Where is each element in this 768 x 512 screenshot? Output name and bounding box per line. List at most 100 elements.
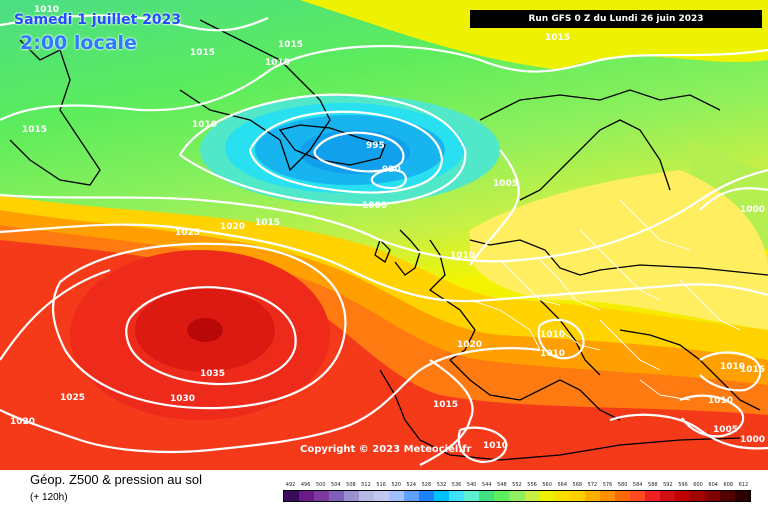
- isobar-label: 1010: [483, 441, 508, 451]
- scale-tick-label: 540: [466, 482, 477, 488]
- scale-tick-label: 612: [738, 482, 749, 488]
- isobars: [0, 14, 768, 466]
- isobar-label: 1030: [170, 394, 195, 404]
- scale-color-swatch: [539, 491, 555, 501]
- scale-color-swatch: [359, 491, 375, 501]
- country-borders: [469, 199, 741, 401]
- scale-color-swatch: [554, 491, 570, 501]
- isobar-label: 1010: [720, 362, 745, 372]
- scale-color-swatch: [374, 491, 390, 501]
- scale-tick-label: 564: [557, 482, 567, 488]
- map-canvas: 1010 1015 1015 1015 1015 1015 1010 995 9…: [0, 0, 768, 470]
- scale-tick-label: 572: [587, 482, 598, 488]
- scale-color-swatch: [719, 491, 735, 501]
- scale-color-swatch: [419, 491, 435, 501]
- scale-tick-label: 548: [497, 482, 507, 488]
- isobar-label: 1015: [190, 48, 215, 58]
- scale-tick-label: 580: [617, 482, 628, 488]
- isobar-label: 1005: [713, 425, 738, 435]
- isobar-label: 1010: [450, 251, 475, 261]
- isobar-label: 1025: [175, 228, 200, 238]
- scale-color-swatch: [734, 491, 750, 501]
- scale-color-swatch: [389, 491, 405, 501]
- scale-color-swatch: [314, 491, 330, 501]
- scale-tick-label: 596: [678, 482, 688, 488]
- scale-tick-label: 508: [346, 482, 356, 488]
- scale-tick-label: 520: [391, 482, 401, 488]
- scale-color-swatch: [629, 491, 645, 501]
- scale-tick-label: 556: [527, 482, 537, 488]
- color-scale-legend: 492 496 500 504 508 512 516 520 524 528 532 536 540 5…: [283, 480, 751, 506]
- forecast-date: Samedi 1 juillet 2023: [14, 12, 182, 28]
- scale-tick-label: 532: [436, 482, 447, 488]
- isobar-label: 1015: [278, 40, 303, 50]
- scale-color-swatch: [344, 491, 360, 501]
- scale-tick-label: 504: [331, 482, 341, 488]
- isobar-label: 1015: [740, 365, 765, 375]
- isobar-label: 1005: [493, 179, 518, 189]
- run-banner: Run GFS 0 Z du Lundi 26 juin 2023: [470, 10, 762, 28]
- scale-tick-label: 600: [693, 482, 703, 488]
- scale-tick-label: 604: [708, 482, 718, 488]
- scale-color-swatch: [329, 491, 345, 501]
- scale-color-swatch: [434, 491, 450, 501]
- scale-tick-label: 544: [481, 482, 492, 488]
- isobar-label: 990: [382, 165, 401, 175]
- scale-tick-label: 568: [572, 482, 583, 488]
- scale-color-swatch: [674, 491, 690, 501]
- isobar-label: 1000: [740, 205, 765, 215]
- scale-color-swatch: [284, 491, 300, 501]
- isobar-label: 1020: [220, 222, 245, 232]
- footer-subtitle: (+ 120h): [30, 492, 68, 503]
- isobar-label: 1020: [10, 417, 35, 427]
- scale-color-swatch: [464, 491, 480, 501]
- scale-tick-label: 516: [376, 482, 386, 488]
- scale-tick-label: 588: [648, 482, 658, 488]
- color-scale-ticks: 492 496 500 504 508 512 516 520 524 528 532 536 540 5…: [283, 480, 751, 490]
- scale-color-swatch: [299, 491, 315, 501]
- scale-color-swatch: [479, 491, 495, 501]
- scale-tick-label: 584: [632, 482, 643, 488]
- scale-tick-label: 496: [300, 482, 311, 488]
- scale-tick-label: 492: [285, 482, 296, 488]
- isobar-label: 1015: [22, 125, 47, 135]
- scale-tick-label: 536: [451, 482, 462, 488]
- scale-tick-label: 528: [421, 482, 432, 488]
- scale-color-swatch: [659, 491, 675, 501]
- isobar-label: 1010: [708, 396, 733, 406]
- scale-tick-label: 512: [361, 482, 371, 488]
- scale-color-swatch: [524, 491, 540, 501]
- scale-color-swatch: [449, 491, 465, 501]
- isobar-label: 1000: [740, 435, 765, 445]
- isobar-label: 1025: [60, 393, 85, 403]
- forecast-time: 2:00 locale: [20, 32, 137, 54]
- isobar-label: 1010: [192, 120, 217, 130]
- scale-color-swatch: [569, 491, 585, 501]
- isobar-label: 995: [366, 141, 385, 151]
- isobar-label: 1015: [545, 33, 570, 43]
- isobar-label: 1015: [265, 58, 290, 68]
- scale-tick-label: 524: [406, 482, 417, 488]
- isobar-label: 1010: [540, 349, 565, 359]
- scale-color-swatch: [704, 491, 720, 501]
- scale-color-swatch: [404, 491, 420, 501]
- field-darkred-core: [187, 318, 223, 342]
- isobar-label: 1000: [362, 201, 387, 211]
- scale-tick-label: 500: [315, 482, 326, 488]
- scale-color-swatch: [494, 491, 510, 501]
- scale-color-swatch: [584, 491, 600, 501]
- scale-color-swatch: [644, 491, 660, 501]
- footer-title: Géop. Z500 & pression au sol: [30, 472, 202, 487]
- scale-tick-label: 592: [663, 482, 673, 488]
- scale-color-swatch: [689, 491, 705, 501]
- isobar-label: 1015: [255, 218, 280, 228]
- scale-color-swatch: [599, 491, 615, 501]
- isobar-label: 1020: [457, 340, 482, 350]
- field-lightyellow-europe: [470, 170, 768, 330]
- run-banner-text: Run GFS 0 Z du Lundi 26 juin 2023: [528, 14, 704, 24]
- scale-tick-label: 560: [542, 482, 552, 488]
- scale-tick-label: 608: [723, 482, 734, 488]
- copyright-text: Copyright © 2023 Meteociel.fr: [300, 444, 472, 455]
- isobar-label: 1010: [34, 5, 59, 15]
